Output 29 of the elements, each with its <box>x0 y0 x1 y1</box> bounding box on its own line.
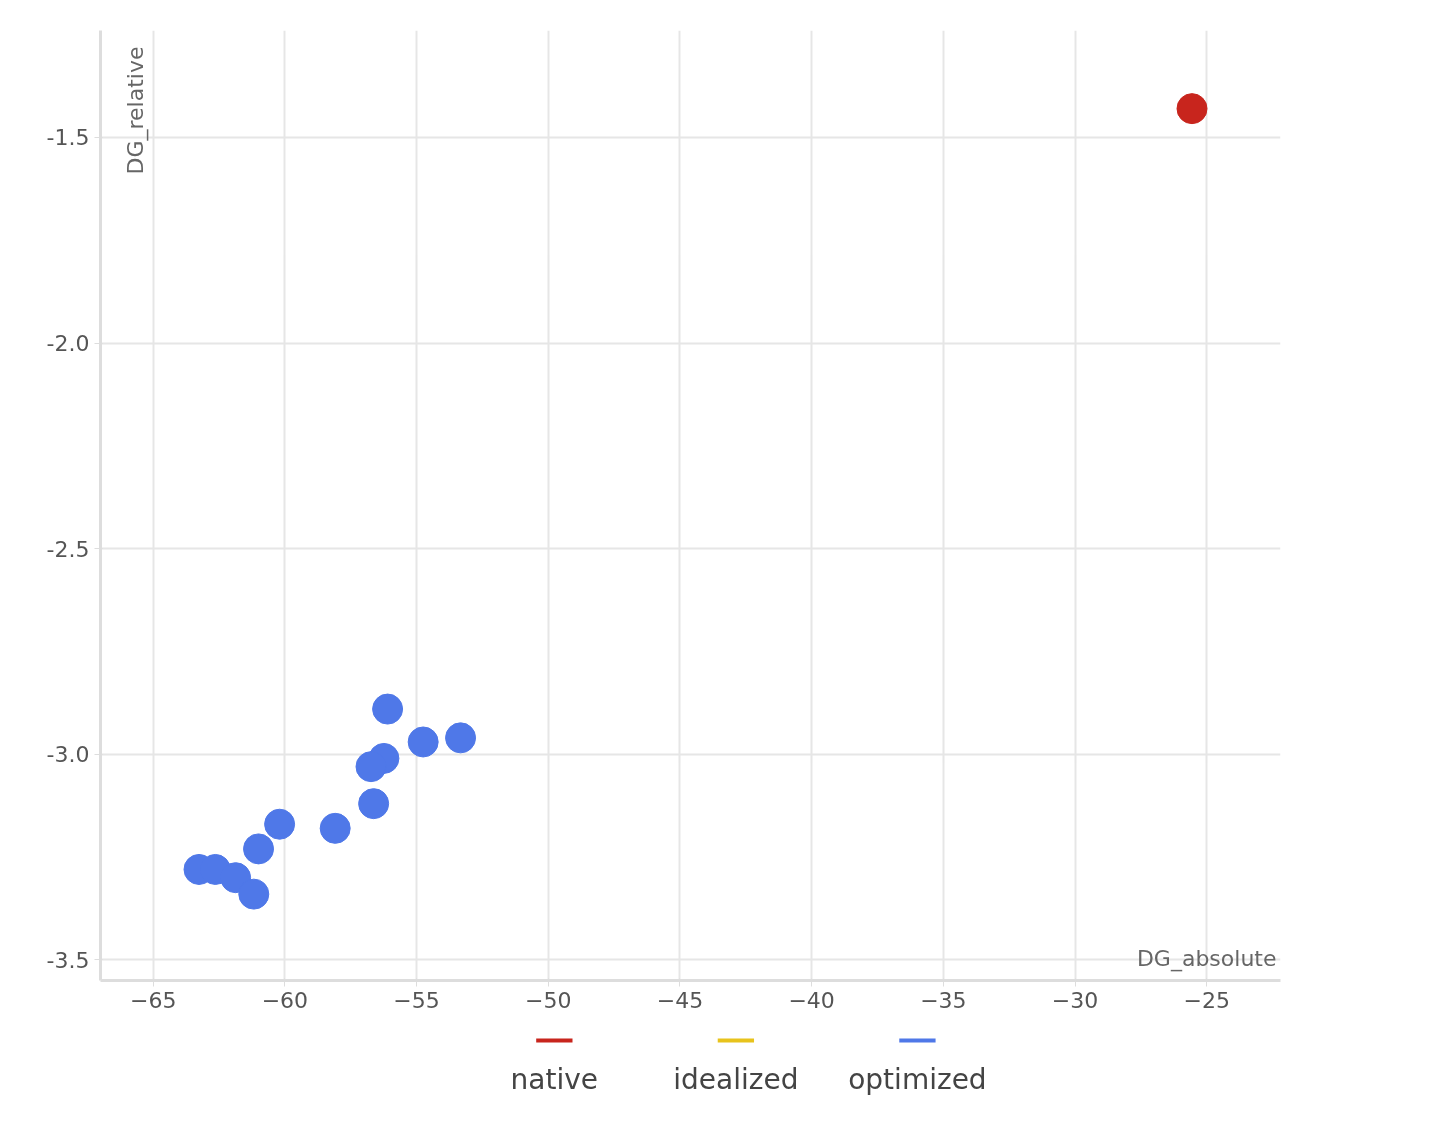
point <box>372 693 404 725</box>
y-tick-label: -1.5 <box>46 125 90 151</box>
x-tick-label: −25 <box>1183 987 1230 1013</box>
y-tick-label: -2.0 <box>46 331 90 357</box>
legend-label: idealized <box>673 1062 799 1096</box>
y-axis-title: DG_relative <box>122 46 149 175</box>
y-tick-label: -3.5 <box>46 947 90 973</box>
x-tick-label: −50 <box>525 987 572 1013</box>
point <box>358 788 390 820</box>
x-tick-label: −30 <box>1051 987 1099 1013</box>
point <box>1176 93 1208 125</box>
x-tick-label: −45 <box>656 987 704 1013</box>
x-tick-label: −40 <box>788 987 835 1013</box>
x-tick-label: −35 <box>920 987 967 1013</box>
point <box>407 726 439 758</box>
y-tick-label: -3.0 <box>46 742 90 768</box>
point <box>319 812 351 844</box>
point <box>355 751 387 783</box>
point <box>445 722 477 754</box>
x-tick-label: −60 <box>261 987 309 1013</box>
legend-label: optimized <box>848 1062 987 1096</box>
x-tick-label: −55 <box>393 987 440 1013</box>
x-tick-label: −65 <box>129 987 177 1013</box>
point <box>243 833 275 865</box>
x-axis-title: DG_absolute <box>1136 945 1277 972</box>
point <box>264 808 296 840</box>
y-tick-label: -2.5 <box>46 536 90 562</box>
legend-label: native <box>510 1062 599 1096</box>
point <box>238 878 270 910</box>
